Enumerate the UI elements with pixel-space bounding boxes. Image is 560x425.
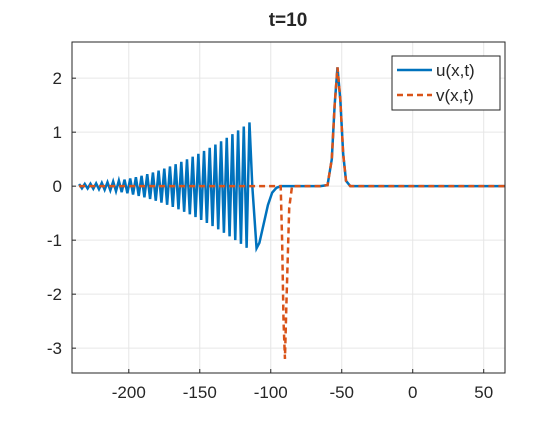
legend-label: v(x,t) xyxy=(436,86,474,105)
x-tick-label: -100 xyxy=(254,383,288,402)
y-tick-label: 2 xyxy=(53,69,62,88)
y-tick-label: -2 xyxy=(47,285,62,304)
chart-title: t=10 xyxy=(269,10,308,31)
y-tick-label: -1 xyxy=(47,231,62,250)
axes-box xyxy=(71,41,506,374)
line xyxy=(78,67,505,253)
legend-label: u(x,t) xyxy=(436,61,475,80)
x-tick-label: -50 xyxy=(329,383,354,402)
legend-box xyxy=(391,55,501,111)
y-tick-label: 0 xyxy=(53,177,62,196)
x-tick-label: 50 xyxy=(474,383,493,402)
line xyxy=(79,67,505,360)
y-tick-label: -3 xyxy=(47,339,62,358)
x-tick-label: -150 xyxy=(183,383,217,402)
x-tick-label: 0 xyxy=(408,383,417,402)
y-tick-label: 1 xyxy=(53,123,62,142)
x-tick-label: -200 xyxy=(112,383,146,402)
